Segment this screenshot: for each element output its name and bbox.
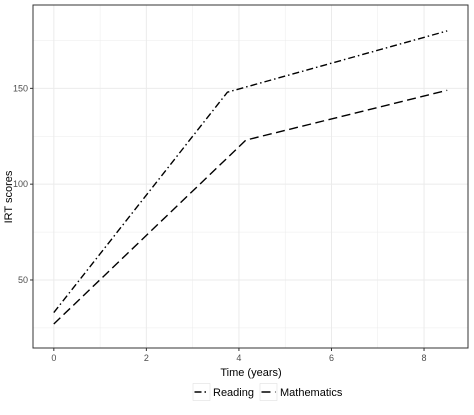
x-axis-ticks: 0 2 4 6 8 bbox=[51, 348, 427, 363]
y-tick-label: 150 bbox=[13, 83, 28, 93]
series-line-mathematics bbox=[53, 89, 448, 325]
x-tick-label: 6 bbox=[329, 353, 334, 363]
legend-label-reading: Reading bbox=[213, 387, 254, 399]
minor-gridlines bbox=[33, 5, 468, 348]
series-layer bbox=[53, 30, 448, 325]
major-gridlines bbox=[33, 5, 468, 348]
x-tick-label: 4 bbox=[236, 353, 241, 363]
y-tick-label: 50 bbox=[18, 275, 28, 285]
y-axis-ticks: 50 100 150 bbox=[13, 83, 33, 285]
legend: Reading Mathematics bbox=[192, 383, 343, 401]
y-axis-title: IRT scores bbox=[3, 170, 15, 223]
x-tick-label: 0 bbox=[51, 353, 56, 363]
panel-border bbox=[32, 4, 469, 349]
x-tick-label: 8 bbox=[422, 353, 427, 363]
series-line-reading bbox=[53, 30, 448, 314]
x-axis-title: Time (years) bbox=[220, 367, 281, 379]
y-tick-label: 100 bbox=[13, 179, 28, 189]
x-tick-label: 2 bbox=[144, 353, 149, 363]
legend-label-mathematics: Mathematics bbox=[280, 387, 343, 399]
